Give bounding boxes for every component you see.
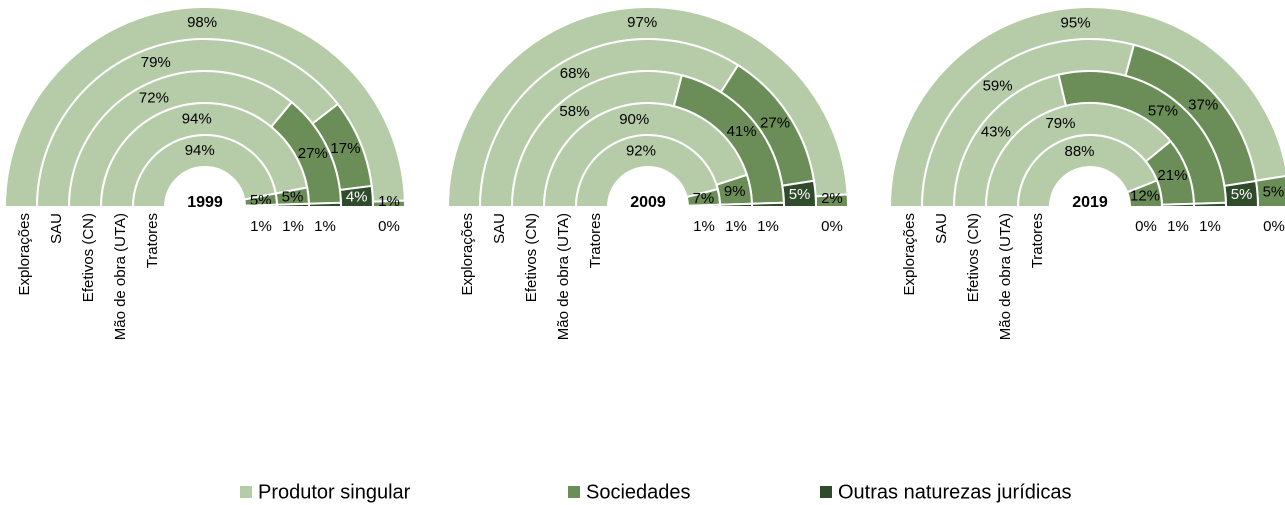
data-label: 1% — [693, 218, 715, 235]
data-label: 37% — [1188, 96, 1218, 113]
category-label: Efetivos (CN) — [965, 213, 982, 302]
data-label: 5% — [282, 188, 304, 205]
data-label: 27% — [298, 145, 328, 162]
category-label: Explorações — [16, 213, 33, 296]
category-label: Efetivos (CN) — [523, 213, 540, 302]
data-label: 79% — [1045, 115, 1075, 132]
data-label: 92% — [626, 142, 656, 159]
data-label: 97% — [627, 14, 657, 31]
data-label: 1% — [378, 193, 400, 210]
data-label: 9% — [724, 183, 746, 200]
category-label: Explorações — [459, 213, 476, 296]
legend-swatch — [568, 486, 580, 498]
data-label: 95% — [1061, 15, 1091, 32]
data-label: 94% — [182, 110, 212, 127]
data-label: 0% — [378, 218, 400, 235]
data-label: 68% — [560, 65, 590, 82]
chart-title: 1999 — [187, 194, 223, 211]
ring-segment — [307, 201, 343, 208]
category-label: Tratores — [1029, 213, 1046, 268]
legend-swatch — [820, 486, 832, 498]
ring-segment — [718, 202, 754, 208]
data-label: 12% — [1130, 187, 1160, 204]
data-label: 1% — [250, 218, 272, 235]
data-label: 2% — [821, 190, 843, 207]
category-label: SAU — [491, 213, 508, 244]
data-label: 98% — [187, 14, 217, 31]
data-label: 57% — [1148, 103, 1178, 120]
category-label: Tratores — [144, 213, 161, 268]
ring-segment — [243, 203, 279, 208]
category-label: Tratores — [587, 213, 604, 268]
data-label: 27% — [760, 115, 790, 132]
chart-title: 2019 — [1072, 194, 1108, 211]
data-label: 88% — [1064, 143, 1094, 160]
data-label: 58% — [559, 103, 589, 120]
category-label: Mão de obra (UTA) — [112, 213, 129, 340]
data-label: 94% — [185, 142, 215, 159]
data-label: 1% — [314, 218, 336, 235]
category-label: Efetivos (CN) — [80, 213, 97, 302]
legend-label: Sociedades — [586, 481, 691, 503]
ring-segment — [750, 201, 786, 208]
data-label: 7% — [693, 190, 715, 207]
category-label: SAU — [933, 213, 950, 244]
data-label: 5% — [789, 186, 811, 203]
legend-label: Outras naturezas jurídicas — [838, 481, 1071, 503]
category-label: Mão de obra (UTA) — [997, 213, 1014, 340]
data-label: 43% — [981, 124, 1011, 141]
data-label: 1% — [282, 218, 304, 235]
ring-segment — [1192, 201, 1228, 208]
category-label: Mão de obra (UTA) — [555, 213, 572, 340]
ring-segment — [574, 134, 719, 208]
data-label: 5% — [1231, 186, 1253, 203]
ring-segment — [1016, 134, 1159, 208]
data-label: 1% — [757, 218, 779, 235]
data-label: 1% — [725, 218, 747, 235]
data-label: 0% — [1263, 218, 1285, 235]
ring-segment — [131, 134, 277, 208]
chart-title: 2009 — [630, 194, 666, 211]
data-label: 4% — [346, 188, 368, 205]
data-label: 21% — [1157, 167, 1187, 184]
data-label: 1% — [1199, 218, 1221, 235]
data-label: 0% — [821, 218, 843, 235]
category-label: SAU — [48, 213, 65, 244]
legend-swatch — [240, 486, 252, 498]
data-label: 59% — [983, 77, 1013, 94]
legend-label: Produtor singular — [258, 481, 411, 503]
data-label: 79% — [141, 54, 171, 71]
data-label: 17% — [330, 140, 360, 157]
data-label: 90% — [619, 111, 649, 128]
ring-segment — [686, 203, 722, 208]
data-label: 41% — [727, 123, 757, 140]
ring-segment — [275, 202, 311, 208]
data-label: 0% — [1135, 218, 1157, 235]
data-label: 1% — [1167, 218, 1189, 235]
category-label: Explorações — [901, 213, 918, 296]
ring-segment — [1160, 202, 1196, 208]
data-label: 72% — [139, 89, 169, 106]
data-label: 5% — [1263, 184, 1285, 201]
